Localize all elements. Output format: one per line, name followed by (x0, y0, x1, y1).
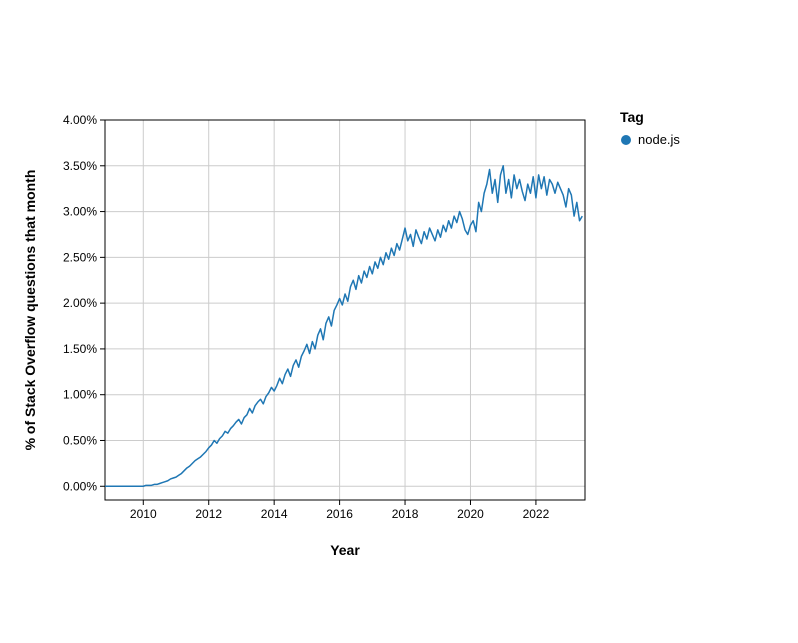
legend-title: Tag (620, 109, 644, 125)
x-tick-label: 2010 (130, 507, 157, 521)
chart-container: 0.00% 0.50% 1.00% 1.50% 2.00% 2.50% 3.00% 3.50%… (0, 0, 798, 643)
chart-svg: 0.00% 0.50% 1.00% 1.50% 2.00% 2.50% 3.00% 3.50%… (0, 0, 798, 643)
x-tick-label: 2022 (523, 507, 550, 521)
x-tick-label: 2012 (195, 507, 222, 521)
x-tick-label: 2014 (261, 507, 288, 521)
y-tick-label: 4.00% (63, 113, 97, 127)
y-tick-label: 2.00% (63, 296, 97, 310)
chart-background (0, 0, 798, 643)
y-tick-label: 0.00% (63, 479, 97, 493)
y-tick-label: 1.50% (63, 342, 97, 356)
x-tick-label: 2016 (326, 507, 353, 521)
x-axis-label: Year (330, 542, 360, 558)
legend-item-label: node.js (638, 132, 680, 147)
y-tick-label: 3.50% (63, 159, 97, 173)
x-tick-label: 2020 (457, 507, 484, 521)
legend-marker (621, 135, 631, 145)
y-axis-label: % of Stack Overflow questions that month (22, 170, 38, 451)
y-tick-label: 1.00% (63, 388, 97, 402)
y-tick-label: 3.00% (63, 205, 97, 219)
y-tick-label: 2.50% (63, 250, 97, 264)
y-tick-label: 0.50% (63, 433, 97, 447)
x-tick-label: 2018 (392, 507, 419, 521)
